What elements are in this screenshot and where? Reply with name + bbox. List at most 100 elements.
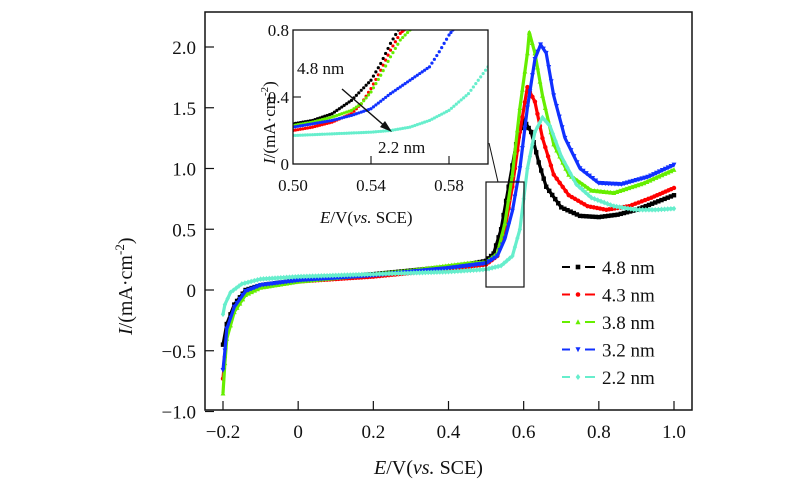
inset-data-point [405, 125, 410, 130]
data-point [362, 271, 367, 278]
data-point [402, 270, 407, 277]
data-point [489, 257, 495, 263]
inset-data-point [391, 128, 395, 132]
data-point [272, 281, 278, 286]
data-point [333, 272, 338, 279]
data-point [649, 201, 655, 206]
inset-data-point [381, 56, 385, 61]
data-point [643, 203, 649, 209]
data-point [654, 170, 659, 176]
inset-data-point [335, 132, 339, 136]
inset-data-point [403, 82, 407, 86]
data-point [656, 199, 661, 204]
data-point [583, 189, 588, 196]
inset-data-point [427, 118, 432, 123]
inset-data-point [296, 124, 300, 128]
inset-data-point [301, 123, 305, 128]
inset-data-point [371, 82, 376, 86]
data-point [618, 211, 623, 217]
data-point [252, 285, 257, 291]
inset-data-point [379, 129, 383, 133]
inset-data-point [393, 88, 397, 92]
data-point [535, 64, 540, 70]
data-point [589, 194, 594, 201]
data-point [434, 269, 440, 276]
inset-data-point [313, 121, 317, 125]
inset-data-point [354, 105, 358, 109]
data-point [281, 279, 287, 285]
data-point [252, 287, 257, 293]
data-point [557, 180, 562, 186]
inset-data-point [444, 110, 449, 114]
data-point [304, 273, 310, 280]
data-point [547, 123, 553, 129]
data-point [503, 198, 509, 204]
inset-data-point [452, 104, 456, 108]
data-point [614, 203, 619, 210]
data-point [596, 214, 602, 220]
inset-data-point [371, 74, 376, 78]
data-point [556, 201, 561, 206]
inset-data-point [396, 87, 400, 91]
data-point [486, 265, 492, 272]
data-point [386, 270, 392, 277]
data-point [593, 214, 598, 220]
data-point [258, 282, 264, 288]
data-point [580, 168, 586, 174]
inset-data-point [352, 112, 356, 117]
data-point [527, 89, 533, 95]
data-point [526, 125, 531, 131]
data-point [220, 342, 226, 347]
inset-data-point [364, 130, 368, 134]
inset-data-point [327, 132, 332, 136]
data-point [612, 212, 617, 218]
data-point [289, 278, 295, 284]
inset-data-point [394, 32, 398, 37]
inset-data-point [293, 128, 298, 132]
data-point [551, 172, 556, 177]
inset-data-point [369, 130, 373, 134]
inset-data-point [315, 132, 319, 137]
inset-data-point [437, 113, 441, 118]
data-point [598, 188, 604, 194]
data-point [293, 273, 298, 280]
data-point [522, 68, 528, 74]
inset-data-point [359, 130, 363, 135]
inset-data-point [381, 129, 385, 133]
inset-data-point [435, 53, 439, 58]
inset-data-point [386, 53, 390, 57]
inset-data-point [442, 41, 446, 46]
inset-data-point [313, 124, 317, 129]
inset-data-point [340, 116, 344, 120]
inset-data-point [325, 113, 329, 118]
data-point [495, 263, 501, 270]
inset-data-point [413, 75, 417, 79]
data-point [644, 179, 650, 184]
data-point [574, 212, 580, 217]
data-point [275, 275, 281, 281]
inset-data-point [306, 133, 310, 137]
data-point [605, 189, 610, 195]
data-point [246, 287, 251, 293]
data-point [519, 86, 525, 92]
data-point [665, 206, 670, 212]
data-point [231, 287, 236, 294]
data-point [269, 281, 275, 287]
data-point [621, 210, 627, 216]
data-point [662, 206, 667, 213]
data-point [474, 267, 479, 273]
data-point [267, 275, 272, 282]
inset-data-point [381, 69, 385, 73]
data-point [471, 262, 476, 268]
inset-data-point [401, 35, 405, 40]
inset-data-point [349, 98, 354, 102]
data-point [577, 213, 583, 219]
inset-data-point [345, 131, 349, 135]
data-point [556, 114, 562, 120]
legend-item: 3.8 nm [562, 313, 655, 334]
inset-data-point [366, 107, 371, 112]
inset-data-point [371, 105, 376, 109]
inset-data-point [464, 94, 468, 98]
inset-data-point [366, 90, 371, 94]
y-tick-label: 0.5 [172, 220, 196, 241]
